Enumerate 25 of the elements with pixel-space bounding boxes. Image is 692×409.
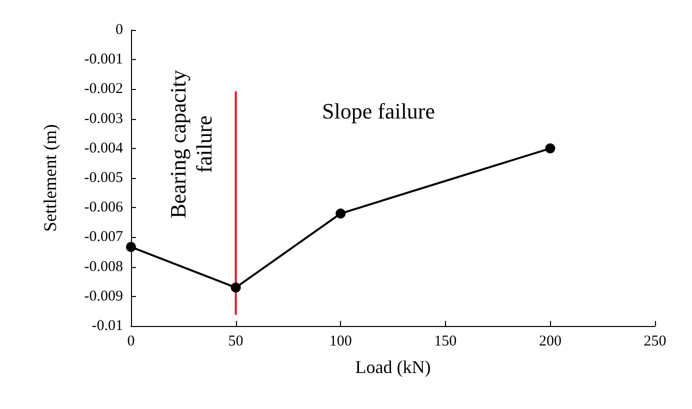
point xyxy=(230,282,241,293)
y-tick-label: -0.002 xyxy=(84,81,123,98)
y-tick-label: -0.008 xyxy=(84,258,123,275)
x-tick-label: 0 xyxy=(127,334,135,350)
x-tick-label: 250 xyxy=(644,334,666,350)
x-tick-label: 200 xyxy=(538,334,562,350)
y-tick-label: -0.01 xyxy=(92,318,123,334)
y-tick-label: -0.003 xyxy=(84,110,123,127)
annotation: Slope failure xyxy=(322,98,436,124)
point xyxy=(126,242,136,252)
y-tick-label: -0.009 xyxy=(84,288,123,304)
point xyxy=(336,208,346,219)
y-tick-label: -0.004 xyxy=(84,140,124,156)
x-tick-label: 100 xyxy=(329,334,352,350)
x-tick-label: 50 xyxy=(228,334,244,350)
y-tick-label: -0.007 xyxy=(84,229,124,246)
point xyxy=(545,143,556,154)
y-tick-label: -0.001 xyxy=(84,52,123,68)
y-tick-label: 0 xyxy=(116,22,123,38)
y-tick-label: -0.005 xyxy=(84,170,123,186)
y-axis-title: Settlement (m) xyxy=(40,124,60,232)
y-tick-label: -0.006 xyxy=(84,200,124,216)
x-tick-label: 150 xyxy=(434,334,457,350)
annotation: Bearing capacity failure xyxy=(166,70,216,218)
x-axis-title: Load (kN) xyxy=(355,357,431,377)
